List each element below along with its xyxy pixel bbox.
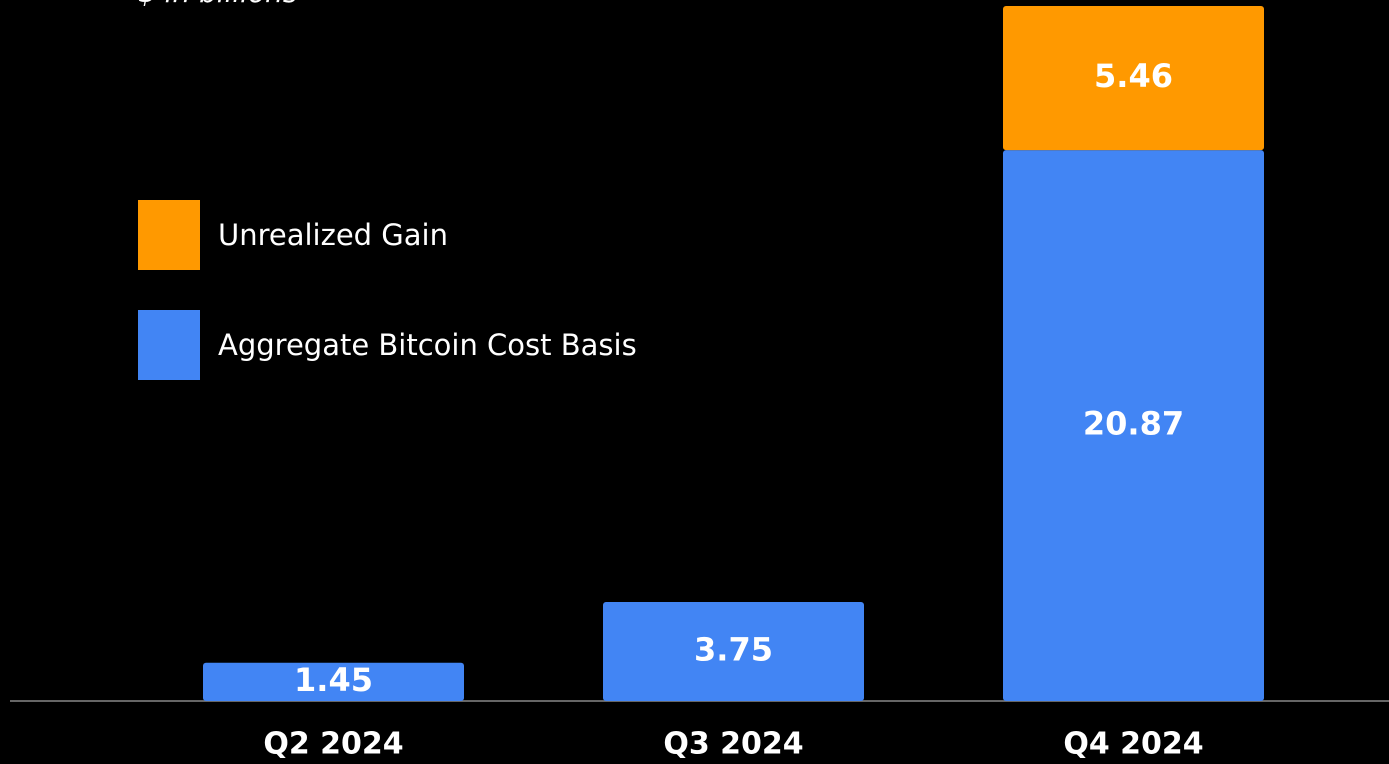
legend-label: Aggregate Bitcoin Cost Basis	[218, 328, 637, 362]
legend-swatch	[138, 200, 200, 270]
bar-segment	[203, 662, 464, 701]
data-label: 1.45	[294, 661, 373, 699]
data-label: 5.46	[1094, 57, 1173, 95]
data-label: 20.87	[1083, 405, 1184, 443]
legend-label: Unrealized Gain	[218, 218, 448, 252]
legend-swatch	[138, 310, 200, 380]
data-label: 3.75	[694, 631, 773, 669]
chart-subtitle: $ in billions	[138, 0, 298, 9]
bar-segment	[1003, 150, 1264, 701]
bar-segment	[1003, 6, 1264, 151]
x-tick-label: Q2 2024	[263, 727, 403, 762]
x-tick-label: Q3 2024	[663, 727, 803, 762]
bar-segment	[603, 602, 864, 701]
x-tick-label: Q4 2024	[1063, 727, 1203, 762]
